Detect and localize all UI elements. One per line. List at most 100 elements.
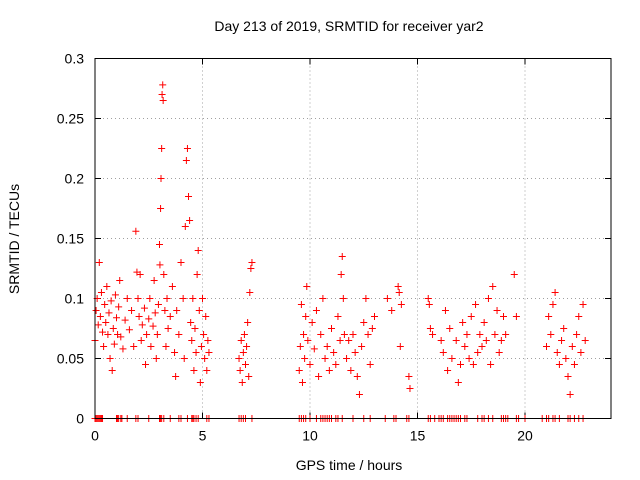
data-point xyxy=(484,295,492,302)
x-axis-label: GPS time / hours xyxy=(296,457,403,473)
data-point xyxy=(452,337,460,344)
data-point xyxy=(160,271,168,278)
data-point xyxy=(238,379,246,386)
data-point xyxy=(186,217,194,224)
data-point xyxy=(444,367,452,374)
y-tick-label: 0.1 xyxy=(65,291,85,307)
data-point xyxy=(558,337,566,344)
data-point xyxy=(193,271,201,278)
data-point xyxy=(192,349,200,356)
data-point xyxy=(577,349,585,356)
data-point xyxy=(355,391,363,398)
data-point xyxy=(159,97,167,104)
data-point xyxy=(330,349,338,356)
data-point xyxy=(244,319,252,326)
data-point xyxy=(474,349,482,356)
data-point xyxy=(123,295,131,302)
data-point xyxy=(147,343,155,350)
data-point xyxy=(140,304,148,312)
plot-frame xyxy=(94,58,612,419)
data-point xyxy=(158,91,166,98)
data-point xyxy=(111,291,119,299)
data-point xyxy=(156,261,164,269)
data-point xyxy=(562,355,570,362)
data-point xyxy=(570,361,578,368)
data-point xyxy=(247,265,255,272)
data-point xyxy=(149,322,157,330)
y-tick-label: 0.15 xyxy=(57,231,84,247)
data-point xyxy=(302,313,310,320)
data-point xyxy=(315,373,323,380)
data-point xyxy=(295,367,303,374)
data-point xyxy=(581,337,589,344)
data-point xyxy=(121,316,129,324)
data-point xyxy=(332,361,340,368)
data-point xyxy=(119,345,127,353)
data-point xyxy=(235,355,243,362)
data-point xyxy=(191,325,199,332)
data-point xyxy=(555,361,563,368)
data-point xyxy=(134,295,142,302)
data-point xyxy=(308,319,316,326)
data-point xyxy=(497,337,505,344)
y-axis-label: SRMTID / TECUs xyxy=(6,184,22,294)
data-point xyxy=(366,361,374,368)
data-point xyxy=(491,331,499,338)
data-point xyxy=(95,259,103,266)
data-point xyxy=(358,343,366,350)
data-point xyxy=(467,313,475,320)
data-point xyxy=(395,289,403,296)
data-point xyxy=(454,379,462,386)
data-point xyxy=(159,81,167,89)
data-point xyxy=(157,175,165,182)
data-point xyxy=(362,295,370,302)
data-point xyxy=(493,307,501,314)
data-point xyxy=(153,331,161,338)
data-point xyxy=(115,303,123,311)
data-point xyxy=(117,333,125,341)
data-point xyxy=(245,373,253,380)
data-point xyxy=(204,337,212,344)
data-point xyxy=(151,309,159,317)
data-point xyxy=(489,283,497,290)
data-point xyxy=(296,343,304,350)
data-point xyxy=(396,343,404,350)
data-point xyxy=(394,283,402,290)
data-point xyxy=(321,355,329,362)
data-point xyxy=(203,367,211,374)
data-point xyxy=(465,355,473,362)
data-point xyxy=(173,307,181,314)
data-point xyxy=(347,367,355,374)
data-point xyxy=(429,331,437,338)
data-point xyxy=(478,343,486,350)
data-point xyxy=(242,361,249,368)
data-point xyxy=(487,361,495,368)
data-point xyxy=(564,373,572,380)
data-point xyxy=(180,355,188,362)
data-point xyxy=(310,345,318,353)
data-point xyxy=(579,301,587,308)
data-point xyxy=(298,379,306,386)
data-point xyxy=(424,295,432,302)
data-point xyxy=(107,297,115,305)
data-point xyxy=(177,259,185,266)
data-point xyxy=(339,295,347,302)
data-point xyxy=(482,337,490,344)
data-point xyxy=(145,315,153,323)
data-point xyxy=(172,373,180,380)
data-point xyxy=(116,277,124,284)
data-point xyxy=(439,349,447,356)
x-tick-label: 0 xyxy=(91,428,99,444)
data-point xyxy=(128,307,136,314)
data-point xyxy=(130,343,138,350)
data-point xyxy=(448,355,456,362)
chart-title: Day 213 of 2019, SRMTID for receiver yar… xyxy=(214,18,483,34)
data-point xyxy=(105,309,113,317)
data-point xyxy=(194,247,202,254)
data-point xyxy=(197,343,205,350)
data-point xyxy=(463,331,471,338)
data-point xyxy=(200,331,208,338)
data-point xyxy=(469,361,477,368)
data-point xyxy=(100,343,108,350)
